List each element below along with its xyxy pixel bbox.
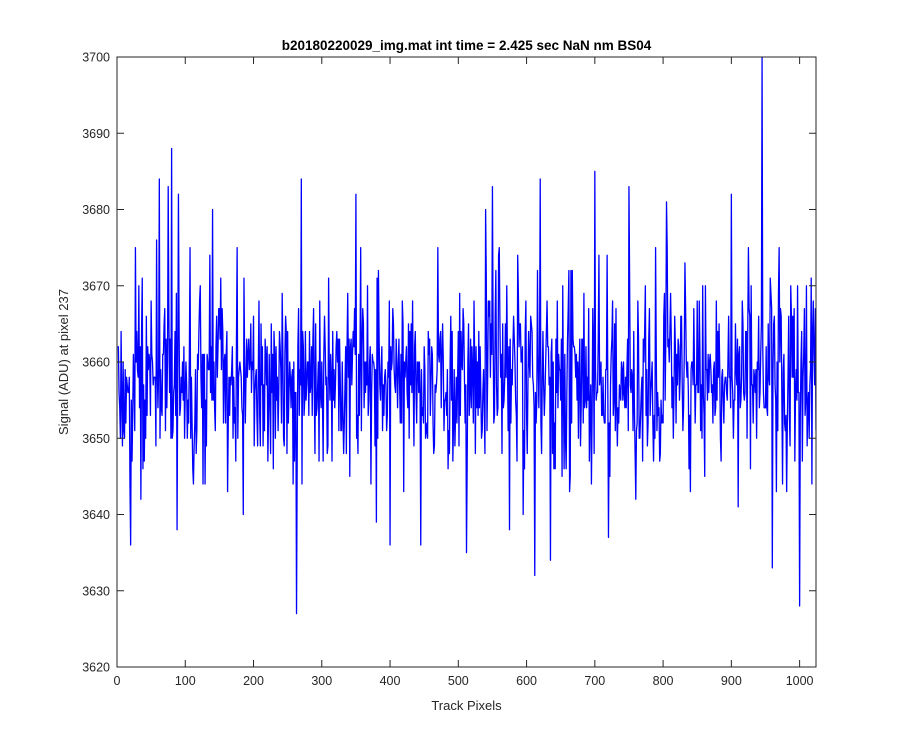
y-tick-label: 3620 xyxy=(82,661,110,675)
chart-title: b20180220029_img.mat int time = 2.425 se… xyxy=(282,38,652,53)
y-tick-label: 3700 xyxy=(82,51,110,65)
x-tick-label: 900 xyxy=(721,674,742,688)
x-tick-label: 500 xyxy=(448,674,469,688)
x-tick-label: 100 xyxy=(175,674,196,688)
y-tick-label: 3640 xyxy=(82,508,110,522)
x-tick-label: 400 xyxy=(380,674,401,688)
y-tick-label: 3690 xyxy=(82,127,110,141)
y-tick-label: 3680 xyxy=(82,203,110,217)
series-layer xyxy=(117,57,816,615)
x-tick-label: 700 xyxy=(584,674,605,688)
y-axis-label: Signal (ADU) at pixel 237 xyxy=(56,289,71,435)
series-line xyxy=(117,57,816,615)
x-tick-label: 600 xyxy=(516,674,537,688)
y-tick-label: 3660 xyxy=(82,356,110,370)
x-tick-label: 300 xyxy=(311,674,332,688)
y-axis: 3620 3630 3640 3650 3660 3670 3680 3690 3700 xyxy=(82,51,816,675)
y-tick-label: 3630 xyxy=(82,584,110,598)
y-tick-label: 3650 xyxy=(82,432,110,446)
y-tick-label: 3670 xyxy=(82,279,110,293)
x-axis: 0 100 200 300 400 500 600 700 800 900 1000 xyxy=(114,57,814,688)
x-axis-label: Track Pixels xyxy=(431,698,502,713)
plot-area: 0 100 200 300 400 500 600 700 800 900 1000 3620 363… xyxy=(82,51,817,688)
x-tick-label: 0 xyxy=(114,674,121,688)
x-tick-label: 200 xyxy=(243,674,264,688)
x-tick-label: 1000 xyxy=(786,674,814,688)
x-tick-label: 800 xyxy=(653,674,674,688)
